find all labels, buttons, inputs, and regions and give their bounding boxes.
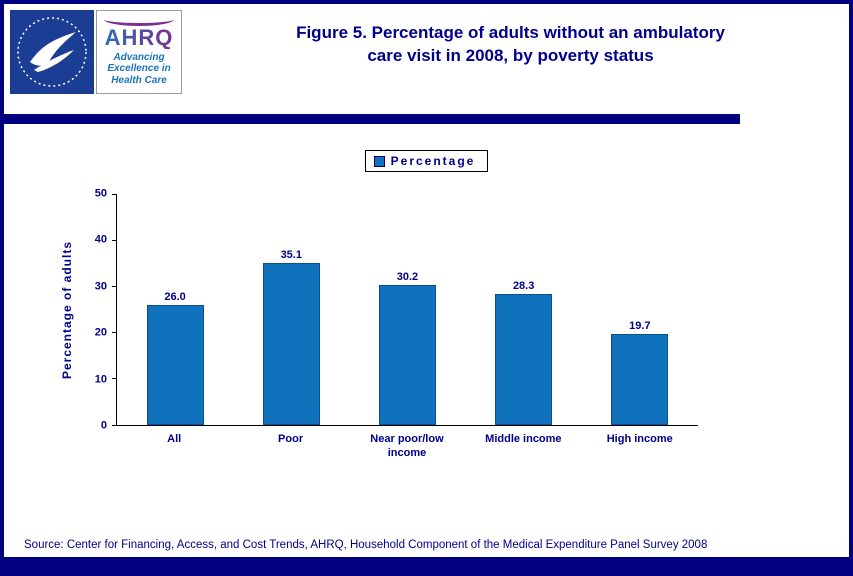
header-divider — [4, 114, 740, 124]
y-tick-mark — [112, 424, 117, 426]
x-axis-label: All — [167, 433, 182, 445]
y-axis-title: Percentage of adults — [60, 240, 74, 380]
y-tick-label: 40 — [94, 233, 107, 246]
bar-column: 19.7 — [582, 194, 698, 425]
ahrq-tagline-line2: Excellence in — [107, 63, 171, 75]
bar-chart: Percentage of adults 0 10 20 30 40 50 26.0 35.… — [50, 188, 849, 461]
y-tick-mark — [112, 378, 117, 380]
bar-value-label: 26.0 — [164, 290, 186, 303]
x-axis-label: High income — [606, 433, 673, 445]
y-axis-ticks: 0 10 20 30 40 50 — [84, 188, 116, 431]
x-axis-labels: All Poor Near poor/low income Middle income… — [116, 432, 698, 461]
ahrq-swoosh-icon — [104, 18, 174, 26]
bar-value-label: 19.7 — [629, 320, 651, 332]
y-axis-title-box: Percentage of adults — [50, 194, 84, 426]
footer-bar — [4, 557, 849, 572]
hhs-seal-icon — [10, 10, 94, 94]
x-axis-label: Middle income — [485, 433, 562, 445]
figure-title: Figure 5. Percentage of adults without a… — [182, 10, 839, 68]
y-tick-mark — [112, 193, 117, 195]
y-tick-label: 50 — [94, 187, 107, 200]
bar — [378, 285, 436, 425]
bar-column: 30.2 — [349, 194, 465, 425]
legend-label: Percentage — [390, 154, 476, 168]
bar — [611, 334, 669, 425]
plot-area: 26.0 35.1 30.2 28.3 19.7 — [112, 193, 698, 426]
figure-title-line2: care visit in 2008, by poverty status — [367, 45, 654, 65]
bar — [262, 262, 320, 425]
y-tick-mark — [112, 239, 117, 241]
bar-value-label: 30.2 — [396, 271, 419, 284]
legend-swatch-icon — [373, 155, 385, 167]
y-tick-label: 30 — [94, 280, 107, 293]
ahrq-tagline-line3: Health Care — [111, 74, 167, 86]
y-tick-label: 0 — [100, 419, 107, 432]
ahrq-logo: AHRQ Advancing Excellence in Health Care — [96, 10, 182, 94]
bar-column: 26.0 — [117, 194, 233, 425]
plot-column: 26.0 35.1 30.2 28.3 19.7 All Poor Near poor/lo… — [112, 193, 698, 461]
bar-value-label: 35.1 — [280, 248, 302, 261]
ahrq-logo-text: AHRQ — [104, 24, 174, 50]
x-axis-label: Poor — [278, 433, 304, 445]
y-tick-mark — [112, 285, 117, 287]
bar — [495, 294, 553, 425]
source-note: Source: Center for Financing, Access, an… — [24, 539, 708, 551]
ahrq-tagline: Advancing Excellence in Health Care — [107, 52, 170, 87]
bar — [146, 304, 204, 425]
y-tick-mark — [112, 332, 117, 334]
header: AHRQ Advancing Excellence in Health Care… — [4, 4, 849, 108]
logo-block: AHRQ Advancing Excellence in Health Care — [10, 10, 182, 94]
legend-row: Percentage — [4, 150, 849, 172]
bar-column: 28.3 — [466, 194, 582, 425]
y-tick-label: 20 — [94, 326, 107, 339]
legend: Percentage — [364, 150, 489, 172]
x-axis-label: Near poor/low income — [370, 433, 444, 460]
ahrq-tagline-line1: Advancing — [113, 51, 165, 63]
figure-title-line1: Figure 5. Percentage of adults without a… — [296, 23, 725, 42]
bar-column: 35.1 — [233, 194, 349, 425]
bar-value-label: 28.3 — [512, 280, 535, 293]
y-tick-label: 10 — [94, 373, 107, 386]
